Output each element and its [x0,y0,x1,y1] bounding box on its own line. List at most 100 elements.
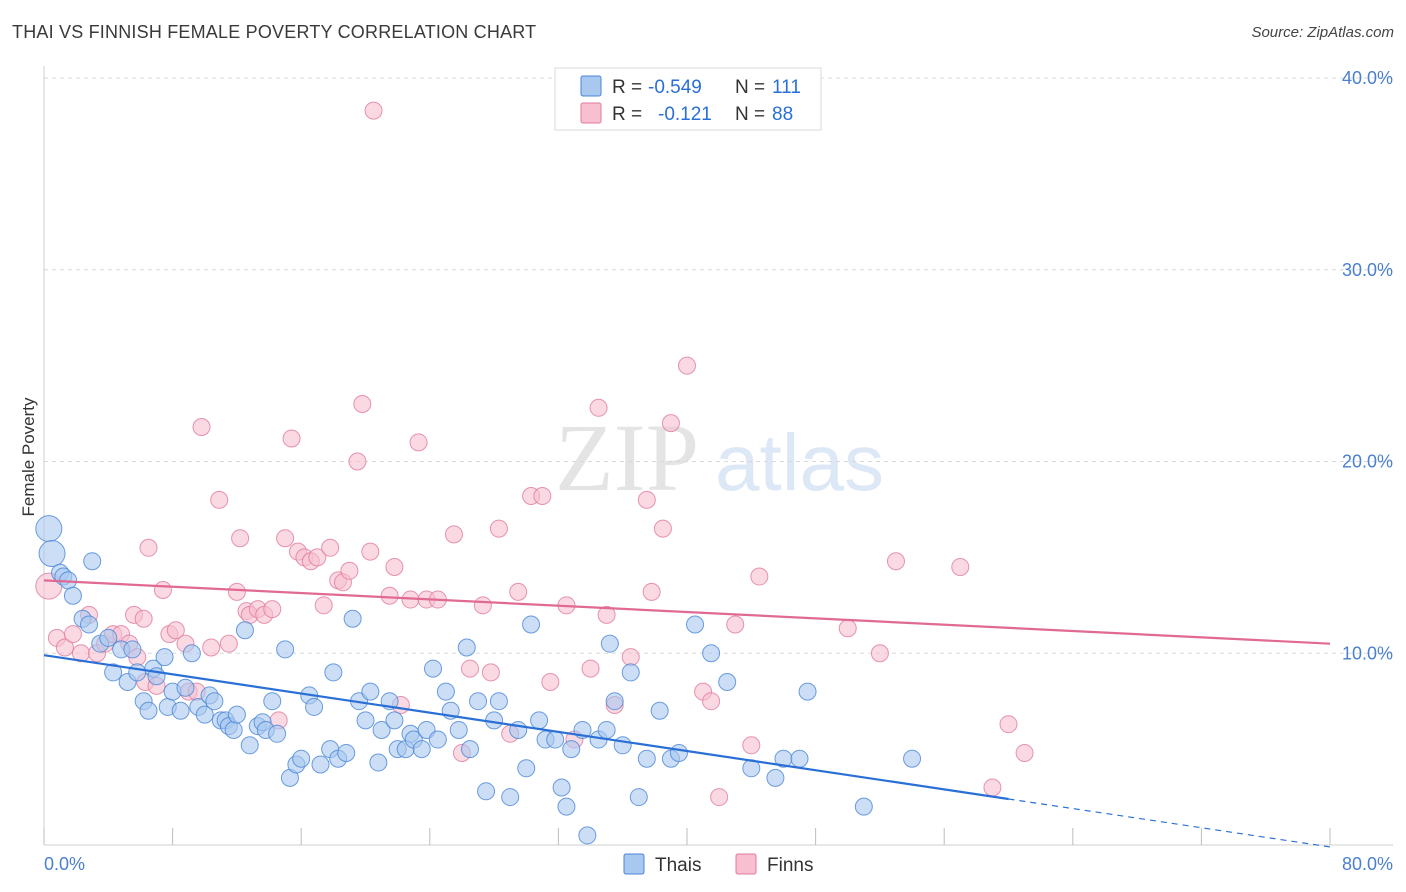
grid-lines [44,77,1393,654]
thais-point [35,515,63,543]
thais-point [155,648,174,667]
thais-point [428,730,447,749]
source-credit: Source: ZipAtlas.com [1251,24,1394,41]
finns-point [870,644,889,663]
y-tick-label: 10.0% [1342,643,1393,663]
legend-finns-r-label: R = [612,104,642,125]
thais-point [83,552,102,571]
thais-point [530,711,549,730]
thais-point [637,749,656,768]
legend-thais-swatch [580,75,602,97]
chart-title: THAI VS FINNISH FEMALE POVERTY CORRELATI… [12,22,537,42]
thais-point [311,755,330,774]
finns-point [750,567,769,586]
finns-point [742,736,761,755]
thais-point [412,740,431,759]
finns-point [661,414,680,433]
thais-point [562,740,581,759]
thais-point [449,720,468,739]
finns-point [597,605,616,624]
finns-point [134,609,153,628]
legend-finns-swatch [580,102,602,124]
thais-point [702,644,721,663]
thais-point [686,615,705,634]
finns-point [153,580,172,599]
thais-point [324,663,343,682]
trend-lines [43,579,1331,848]
thais-point [305,697,324,716]
finns-point [353,394,372,413]
thais-point [123,640,142,659]
finns-point [282,429,301,448]
finns-point [533,487,552,506]
finns-point [702,692,721,711]
thais-point [38,540,66,568]
thais-point [522,615,541,634]
finns-point [678,356,696,375]
axes [43,66,1393,846]
thais-point [605,692,624,711]
thais-point [372,720,391,739]
finns-point [364,101,383,120]
finns-point [489,519,508,538]
x-tick-label-min: 0.0% [44,854,85,874]
finns-point [726,615,745,634]
thais-point [718,673,737,692]
y-tick-label: 20.0% [1342,452,1393,472]
thais-point [63,586,82,605]
finns-point [983,778,1002,797]
thais-trend-extension [1008,798,1331,848]
thais-point [903,749,922,768]
legend-thais-r-label: R = [612,77,642,98]
thais-point [292,749,311,768]
finns-point [314,596,333,615]
thais-trend-line [43,654,1009,801]
finns-point [385,557,404,576]
thais-point [489,692,508,711]
legend-finns-n-value: 88 [772,104,793,125]
thais-point [337,743,356,762]
thais-point [268,724,287,743]
thais-point [790,749,809,768]
finns-point [219,634,238,653]
thais-point [477,782,496,801]
finns-point [541,673,560,692]
y-tick-labels: 10.0% 20.0% 30.0% 40.0% [1342,68,1393,663]
y-tick-label: 30.0% [1342,260,1393,280]
finns-point [581,659,600,678]
thais-point [457,638,476,657]
thais-points [35,515,922,845]
legend-finns-r-value: -0.121 [658,104,712,125]
finns-point [642,582,661,601]
finns-point [710,788,729,807]
thais-point [436,682,455,701]
thais-point [343,609,362,628]
thais-point [517,759,536,778]
thais-point [557,797,576,816]
finns-point [139,538,158,557]
y-tick-label: 40.0% [1342,68,1393,88]
x-tick-label-max: 80.0% [1342,854,1393,874]
thais-point [176,678,195,697]
finns-point [321,538,340,557]
legend-bottom-finns-label: Finns [767,855,813,876]
finns-trend-line [43,579,1331,645]
thais-point [621,663,640,682]
finns-point [473,596,492,615]
thais-point [578,826,597,845]
thais-point [469,692,488,711]
thais-point [501,788,520,807]
finns-point [637,490,656,509]
finns-point [460,659,479,678]
finns-point [1015,743,1034,762]
finns-point [348,452,367,471]
series-legend: Thais Finns [623,853,813,876]
thais-point [424,659,443,678]
thais-point [798,682,817,701]
thais-point [361,682,380,701]
correlation-legend: R = -0.549 N = 111 R = -0.121 N = 88 [554,67,822,131]
finns-point [481,663,500,682]
legend-thais-r-value: -0.549 [648,77,702,98]
thais-point [629,788,648,807]
